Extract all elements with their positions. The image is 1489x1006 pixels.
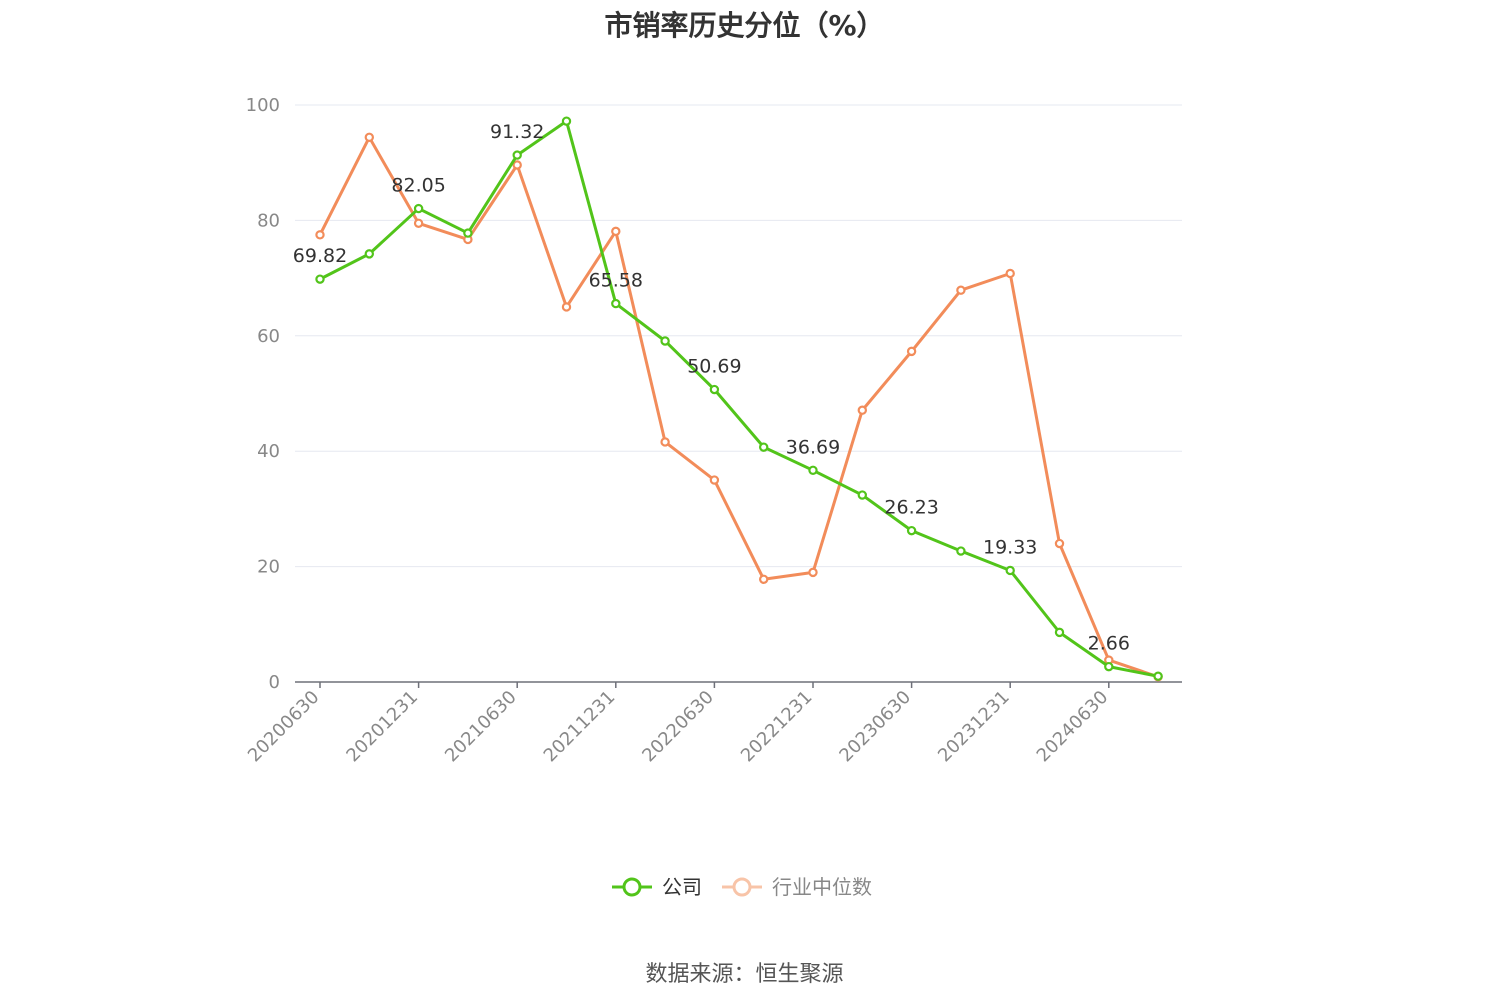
data-labels: 69.82 82.05 91.32 65.58 50.69 36.69 26.23 19.33… xyxy=(293,121,1130,655)
legend-item-label: 行业中位数 xyxy=(772,875,872,899)
data-label: 69.82 xyxy=(293,245,347,267)
data-point-1 xyxy=(561,302,572,312)
data-point-0 xyxy=(512,150,522,160)
data-point-0 xyxy=(611,298,621,309)
series-lines xyxy=(315,116,1163,682)
y-tick-label: 80 xyxy=(257,210,280,231)
y-tick-label: 20 xyxy=(257,557,280,578)
data-point-0 xyxy=(709,384,720,395)
x-tick-label: 20220630 xyxy=(638,687,718,767)
data-label: 82.05 xyxy=(391,175,445,197)
data-point-0 xyxy=(1104,661,1114,672)
data-label: 19.33 xyxy=(983,536,1037,558)
data-point-1 xyxy=(1054,538,1065,549)
x-tick-label: 20231231 xyxy=(934,687,1014,767)
data-point-0 xyxy=(463,228,473,238)
data-point-1 xyxy=(364,132,374,143)
data-point-1 xyxy=(660,437,670,447)
data-point-1 xyxy=(759,574,769,584)
series-line-1 xyxy=(318,135,1159,679)
data-label: 50.69 xyxy=(687,356,741,378)
x-tick-label: 20201231 xyxy=(342,687,422,767)
data-point-0 xyxy=(315,274,325,284)
x-tick-label: 20230630 xyxy=(835,687,915,767)
data-point-0 xyxy=(1005,565,1015,576)
legend-item-label: 公司 xyxy=(662,875,702,899)
x-tick-label: 20221231 xyxy=(737,687,817,767)
data-point-1 xyxy=(808,567,818,578)
data-point-0 xyxy=(364,249,374,259)
data-point-0 xyxy=(808,465,818,475)
data-point-0 xyxy=(413,203,424,214)
data-point-0 xyxy=(660,336,670,346)
legend-marker-1 xyxy=(732,877,752,897)
data-label: 65.58 xyxy=(589,270,643,292)
data-label: 2.66 xyxy=(1088,633,1130,655)
data-point-1 xyxy=(315,230,325,240)
data-point-1 xyxy=(413,218,424,228)
data-point-0 xyxy=(906,525,917,536)
data-point-1 xyxy=(709,475,720,485)
y-tick-label: 0 xyxy=(269,672,280,693)
data-point-1 xyxy=(956,285,966,295)
data-label: 36.69 xyxy=(786,436,840,458)
y-tick-label: 60 xyxy=(257,326,280,347)
data-point-1 xyxy=(611,226,621,237)
legend[interactable]: 公司 行业中位数 xyxy=(612,875,872,899)
data-label: 26.23 xyxy=(884,497,938,519)
x-tick-label: 20211231 xyxy=(540,687,620,767)
data-point-0 xyxy=(1054,627,1065,638)
data-label: 91.32 xyxy=(490,121,544,143)
y-tick-label: 100 xyxy=(246,95,280,116)
x-tick-label: 20240630 xyxy=(1033,687,1113,767)
data-point-1 xyxy=(906,346,917,357)
data-point-0 xyxy=(561,116,572,126)
chart-title: 市销率历史分位（%） xyxy=(604,9,885,42)
series-line-0 xyxy=(319,119,1159,678)
x-tick-label: 20210630 xyxy=(441,687,521,767)
axes: 0 20 40 60 80 100 20200630 20201231 20210630 2021… xyxy=(244,95,1182,766)
source-note: 数据来源：恒生聚源 xyxy=(645,962,844,987)
data-point-0 xyxy=(857,490,868,500)
data-point-1 xyxy=(857,405,868,415)
data-point-0 xyxy=(956,546,966,556)
y-tick-label: 40 xyxy=(257,441,280,462)
data-point-1 xyxy=(1005,268,1015,279)
x-tick-label: 20200630 xyxy=(244,687,324,767)
data-point-0 xyxy=(1153,671,1163,681)
legend-marker-0 xyxy=(622,877,642,897)
data-point-1 xyxy=(512,160,522,170)
data-point-0 xyxy=(759,442,769,452)
